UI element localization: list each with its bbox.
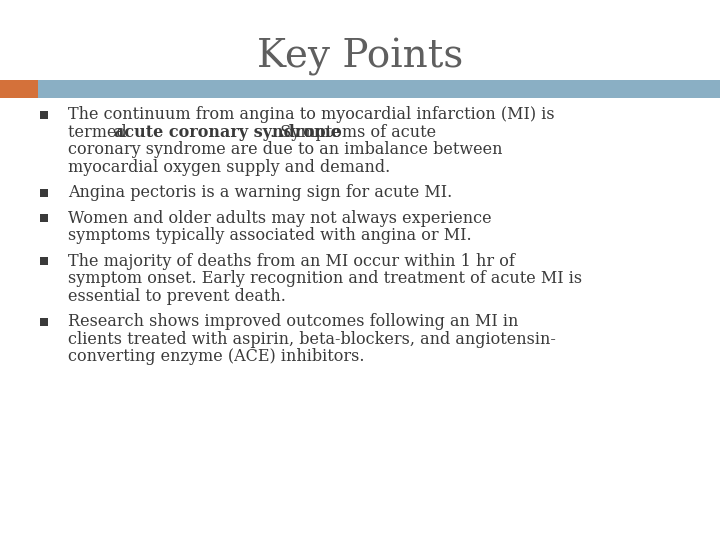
Text: termed: termed: [68, 124, 132, 141]
Bar: [40, 318, 48, 326]
Text: acute coronary syndrome: acute coronary syndrome: [114, 124, 341, 141]
Text: Women and older adults may not always experience: Women and older adults may not always ex…: [68, 210, 492, 227]
Bar: [40, 214, 48, 222]
Text: symptoms typically associated with angina or MI.: symptoms typically associated with angin…: [68, 227, 472, 244]
Bar: [38, 80, 720, 98]
Text: Angina pectoris is a warning sign for acute MI.: Angina pectoris is a warning sign for ac…: [68, 184, 452, 201]
Text: essential to prevent death.: essential to prevent death.: [68, 288, 286, 305]
Bar: [40, 257, 48, 265]
Text: myocardial oxygen supply and demand.: myocardial oxygen supply and demand.: [68, 159, 390, 176]
Text: Key Points: Key Points: [257, 38, 463, 76]
Text: symptom onset. Early recognition and treatment of acute MI is: symptom onset. Early recognition and tre…: [68, 270, 582, 287]
Bar: [0, 80, 38, 98]
Bar: [40, 189, 48, 197]
Text: Research shows improved outcomes following an MI in: Research shows improved outcomes followi…: [68, 313, 518, 330]
Bar: [40, 111, 48, 119]
Text: converting enzyme (ACE) inhibitors.: converting enzyme (ACE) inhibitors.: [68, 348, 364, 365]
Text: coronary syndrome are due to an imbalance between: coronary syndrome are due to an imbalanc…: [68, 141, 503, 158]
Text: . Symptoms of acute: . Symptoms of acute: [270, 124, 436, 141]
Text: clients treated with aspirin, beta-blockers, and angiotensin-: clients treated with aspirin, beta-block…: [68, 330, 556, 348]
Text: The continuum from angina to myocardial infarction (MI) is: The continuum from angina to myocardial …: [68, 106, 554, 123]
Text: The majority of deaths from an MI occur within 1 hr of: The majority of deaths from an MI occur …: [68, 253, 515, 270]
